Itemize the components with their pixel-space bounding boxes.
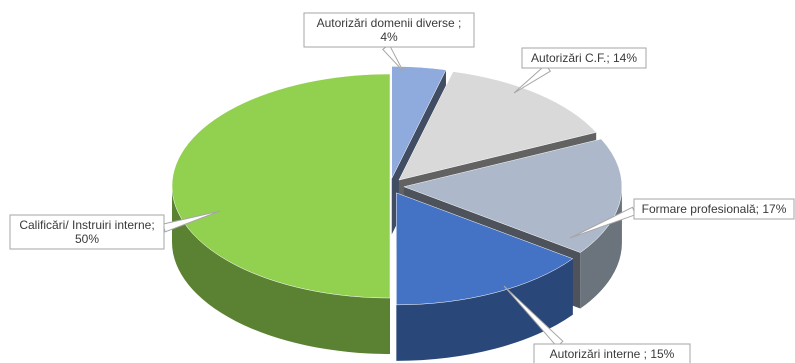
pie-slice-formare-profesional- [403,138,623,253]
data-label-1: Autorizări C.F.; 14% [513,47,647,94]
slice-side-3-0 [396,258,573,361]
data-label-text: Autorizări C.F.; 14% [531,51,637,65]
data-label-4: Calificări/ Instruiri interne;50% [9,210,221,250]
pie-slice-autoriz-ri-interne [396,192,574,306]
label-box [633,198,795,220]
label-box [521,47,647,69]
data-label-text: Formare profesională; 17% [642,202,787,216]
data-label-text: 50% [75,232,99,246]
data-label-text: Autorizări interne ; 15% [550,347,675,361]
pie-callouts: Autorizări domenii diverse ;4%Autorizări… [9,12,795,363]
label-box [303,12,475,48]
label-leader [513,64,552,94]
data-label-0: Autorizări domenii diverse ;4% [303,12,475,72]
pie-slice-autoriz-ri-c-f- [398,71,597,181]
pie-tops [171,66,623,306]
slice-side-4-0 [172,186,390,354]
pie-slice-calific-ri-instruiri-interne [171,73,391,299]
data-label-2: Formare profesională; 17% [569,198,795,239]
slice-side-2-0 [580,186,622,309]
pie-slice-autoriz-ri-domenii-diverse [391,66,447,179]
data-label-text: Autorizări domenii diverse ; [317,16,462,30]
label-box [533,343,691,363]
data-label-text: Calificări/ Instruiri interne; [19,218,154,232]
label-box [9,214,165,250]
data-label-3: Autorizări interne ; 15% [503,285,691,363]
data-label-text: 4% [380,30,398,44]
